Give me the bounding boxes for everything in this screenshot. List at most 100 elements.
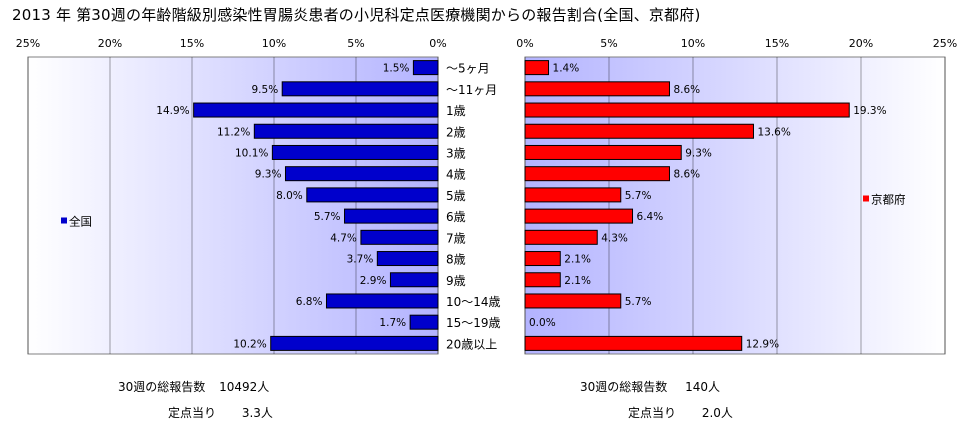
- kyoto-bar: [524, 144, 682, 160]
- legend-national-label: 全国: [69, 215, 92, 229]
- left-tick-label: 10%: [262, 37, 286, 50]
- national-per-site-label: 定点当り: [168, 406, 217, 420]
- kyoto-total-value: 140人: [685, 380, 721, 394]
- kyoto-data-label: 5.7%: [625, 296, 652, 308]
- national-data-label: 9.3%: [255, 169, 282, 181]
- national-data-label: 10.1%: [235, 147, 268, 159]
- category-label: 10～14歳: [446, 295, 501, 309]
- national-bar: [360, 229, 439, 245]
- kyoto-bar: [524, 251, 561, 267]
- category-label: 6歳: [446, 210, 466, 224]
- kyoto-per-site-label: 定点当り: [628, 406, 677, 420]
- kyoto-data-label: 2.1%: [564, 254, 591, 266]
- national-data-label: 6.8%: [296, 296, 323, 308]
- national-data-label: 11.2%: [217, 126, 250, 138]
- national-bar: [253, 123, 439, 139]
- right-tick-label: 5%: [600, 37, 617, 50]
- category-label: 15～19歳: [446, 316, 501, 330]
- kyoto-bar: [524, 208, 634, 224]
- national-data-label: 5.7%: [314, 211, 341, 223]
- kyoto-bar: [524, 272, 561, 288]
- right-tick-label: 20%: [849, 37, 873, 50]
- category-label: 20歳以上: [446, 337, 497, 351]
- kyoto-bar: [524, 123, 754, 139]
- kyoto-data-label: 9.3%: [685, 147, 712, 159]
- national-bar: [306, 187, 439, 203]
- category-label: 2歳: [446, 125, 466, 139]
- left-tick-label: 5%: [347, 37, 364, 50]
- national-bar: [376, 251, 439, 267]
- national-data-label: 14.9%: [156, 105, 189, 117]
- category-label: 9歳: [446, 274, 466, 288]
- national-data-label: 8.0%: [276, 190, 303, 202]
- kyoto-data-label: 5.7%: [625, 190, 652, 202]
- kyoto-data-label: 13.6%: [757, 126, 790, 138]
- right-tick-label: 15%: [765, 37, 789, 50]
- national-bar: [412, 60, 439, 76]
- left-tick-label: 0%: [429, 37, 446, 50]
- category-label: 5歳: [446, 189, 466, 203]
- kyoto-per-site-value: 2.0人: [701, 406, 733, 420]
- left-tick-label: 20%: [98, 37, 122, 50]
- national-data-label: 3.7%: [347, 254, 374, 266]
- kyoto-data-label: 8.6%: [673, 84, 700, 96]
- kyoto-bar: [524, 166, 670, 182]
- category-label: 1歳: [446, 104, 466, 118]
- kyoto-bar: [524, 229, 598, 245]
- kyoto-data-label: 6.4%: [637, 211, 664, 223]
- left-panel-national: 0% 5% 10% 15% 20% 25% 1.5% 9.5% 14.9% 11.2% 10.1% 9…: [16, 37, 447, 355]
- kyoto-bar: [524, 335, 743, 351]
- left-tick-label: 15%: [180, 37, 204, 50]
- national-per-site: 定点当り 3.3人: [168, 404, 273, 421]
- kyoto-data-label: 1.4%: [553, 63, 580, 75]
- category-label: 4歳: [446, 168, 466, 182]
- national-bar: [281, 81, 439, 97]
- left-tick-label: 25%: [16, 37, 40, 50]
- national-bar: [344, 208, 439, 224]
- national-total-value: 10492人: [219, 380, 270, 394]
- right-tick-label: 25%: [933, 37, 957, 50]
- category-label: ～5ヶ月: [446, 62, 490, 76]
- national-bar: [270, 335, 439, 351]
- kyoto-bar: [524, 102, 850, 118]
- national-bar: [389, 272, 439, 288]
- kyoto-total-label: 30週の総報告数: [580, 380, 668, 394]
- kyoto-bar: [524, 293, 622, 309]
- kyoto-per-site: 定点当り 2.0人: [628, 404, 733, 421]
- kyoto-bar: [524, 187, 622, 203]
- category-label: 8歳: [446, 253, 466, 267]
- national-bar: [409, 314, 439, 330]
- kyoto-data-label: 19.3%: [853, 105, 886, 117]
- national-bar: [284, 166, 439, 182]
- legend-kyoto-label: 京都府: [871, 193, 906, 207]
- national-bar: [193, 102, 439, 118]
- right-panel-kyoto: 0% 5% 10% 15% 20% 25% 1.4% 8.6% 19.3% 13.6% 9.3% 8.…: [516, 37, 957, 355]
- national-bar: [271, 144, 439, 160]
- right-tick-label: 10%: [681, 37, 705, 50]
- kyoto-bar: [524, 81, 670, 97]
- kyoto-data-label: 8.6%: [673, 169, 700, 181]
- kyoto-data-label: 0.0%: [529, 317, 556, 329]
- national-data-label: 4.7%: [330, 232, 357, 244]
- category-label: ～11ヶ月: [446, 83, 497, 97]
- right-tick-label: 0%: [516, 37, 533, 50]
- national-data-label: 1.7%: [379, 317, 406, 329]
- category-labels: ～5ヶ月 ～11ヶ月 1歳 2歳 3歳 4歳 5歳 6歳 7歳 8歳 9歳 10～14歳 15～19歳 2…: [446, 62, 501, 352]
- kyoto-data-label: 2.1%: [564, 275, 591, 287]
- legend-kyoto-swatch: [863, 195, 869, 202]
- national-data-label: 10.2%: [233, 338, 266, 350]
- kyoto-data-label: 12.9%: [746, 338, 779, 350]
- national-per-site-value: 3.3人: [241, 406, 273, 420]
- kyoto-data-label: 4.3%: [601, 232, 628, 244]
- national-total: 30週の総報告数 10492人: [118, 378, 269, 395]
- chart-title: 2013 年 第30週の年齢階級別感染性胃腸炎患者の小児科定点医療機関からの報告…: [12, 6, 701, 24]
- national-total-label: 30週の総報告数: [118, 380, 206, 394]
- category-label: 3歳: [446, 146, 466, 160]
- national-data-label: 1.5%: [383, 63, 410, 75]
- national-data-label: 9.5%: [252, 84, 279, 96]
- category-label: 7歳: [446, 231, 466, 245]
- kyoto-bar: [524, 60, 550, 76]
- national-bar: [325, 293, 439, 309]
- kyoto-total: 30週の総報告数 140人: [580, 378, 720, 395]
